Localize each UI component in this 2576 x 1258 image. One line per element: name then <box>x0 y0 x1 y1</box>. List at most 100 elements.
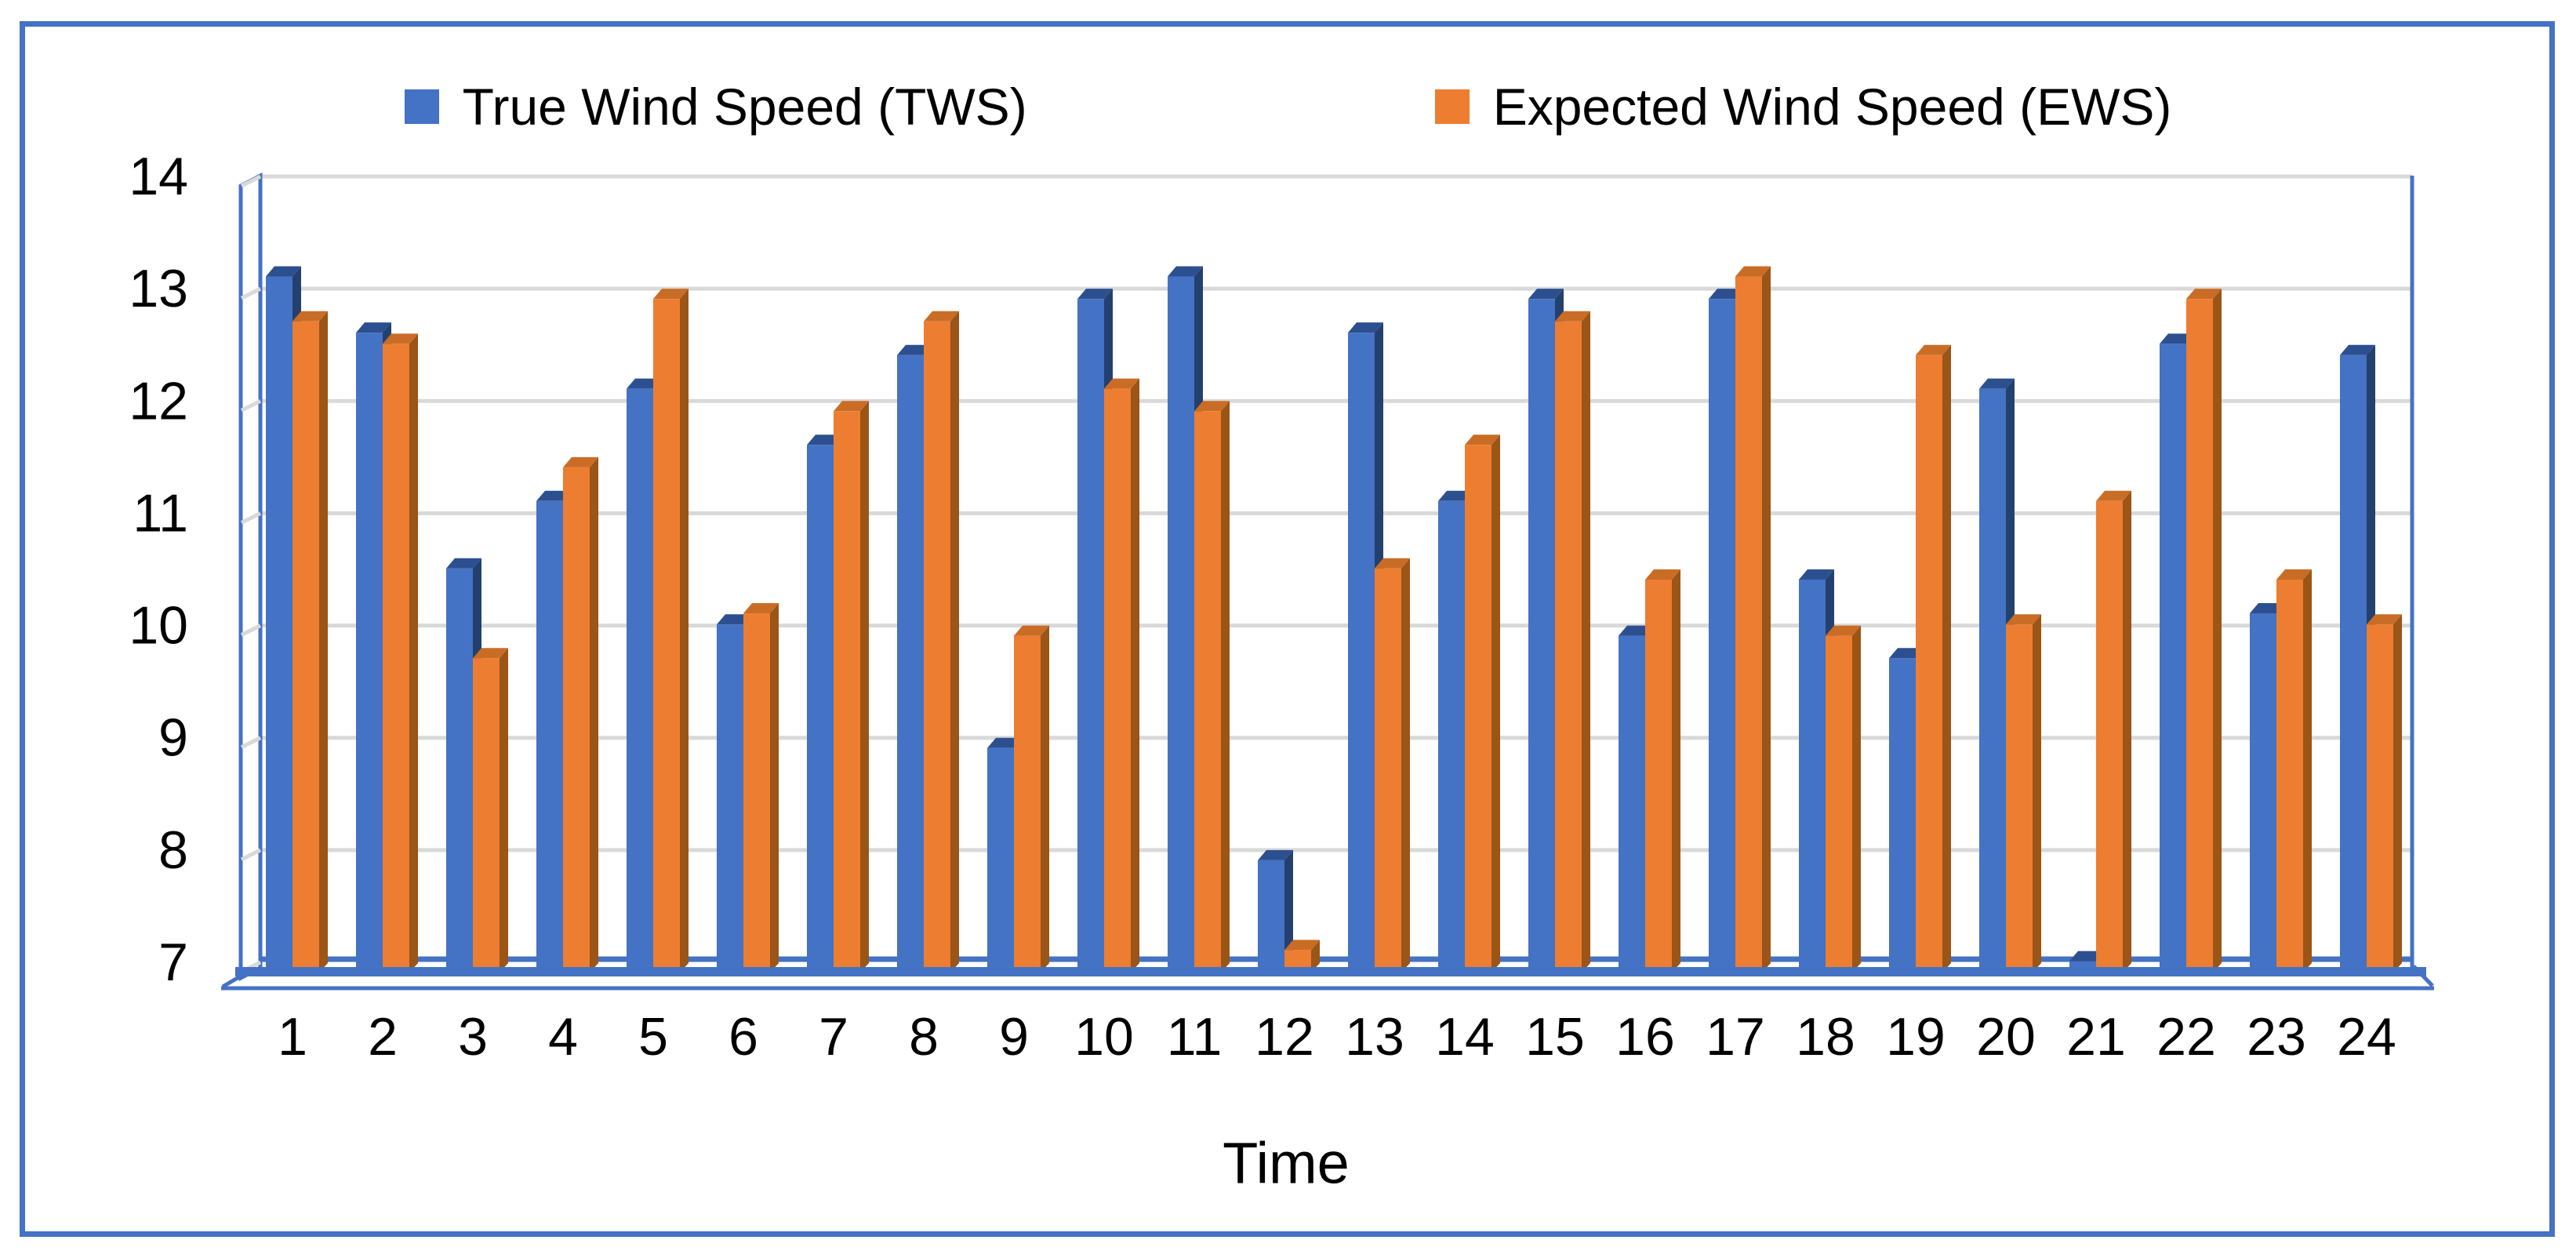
bar-tws-7 <box>807 445 834 973</box>
bar-top-tws-22 <box>2160 333 2195 344</box>
bar-top-tws-19 <box>1889 648 1924 659</box>
x-tick-label-24: 24 <box>2337 1007 2396 1067</box>
bar-top-ews-24 <box>2367 614 2402 625</box>
bar-top-ews-20 <box>2006 614 2041 625</box>
bar-top-tws-7 <box>807 434 842 445</box>
bar-tws-24 <box>2340 354 2367 973</box>
bar-ews-2 <box>383 344 409 973</box>
bar-side-ews-6 <box>770 602 779 973</box>
bar-top-ews-12 <box>1284 940 1320 951</box>
bar-side-ews-12 <box>1311 940 1320 973</box>
x-tick-label-2: 2 <box>368 1007 398 1067</box>
bar-ews-4 <box>563 467 590 973</box>
x-tick-label-8: 8 <box>909 1007 939 1067</box>
x-tick-label-5: 5 <box>638 1007 668 1067</box>
bar-top-tws-20 <box>1979 378 2015 389</box>
bar-ews-16 <box>1645 580 1672 973</box>
bar-top-ews-16 <box>1645 569 1680 580</box>
bar-tws-14 <box>1438 500 1465 973</box>
legend-label-ews: Expected Wind Speed (EWS) <box>1492 78 2172 136</box>
x-tick-label-4: 4 <box>548 1007 578 1067</box>
floor-right-corner <box>2412 965 2434 987</box>
bar-ews-6 <box>743 613 770 973</box>
bar-ews-8 <box>924 321 950 973</box>
y-axis-tick-8 <box>240 848 262 862</box>
bar-tws-4 <box>536 500 563 973</box>
y-tick-label-13: 13 <box>129 259 188 318</box>
x-tick-label-6: 6 <box>728 1007 758 1067</box>
bar-tws-8 <box>897 354 924 973</box>
bar-ews-14 <box>1465 445 1491 973</box>
bar-side-ews-14 <box>1491 434 1500 973</box>
bar-top-ews-8 <box>924 311 959 322</box>
x-tick-label-1: 1 <box>278 1007 307 1067</box>
bar-top-ews-1 <box>292 311 328 322</box>
bar-top-ews-11 <box>1194 401 1230 412</box>
floor-left-corner <box>221 973 243 989</box>
bar-top-ews-9 <box>1014 625 1049 636</box>
bar-top-ews-6 <box>743 602 779 613</box>
bar-tws-15 <box>1528 299 1555 973</box>
bar-ews-22 <box>2186 299 2213 973</box>
bar-ews-3 <box>473 658 500 973</box>
x-tick-label-11: 11 <box>1167 1007 1223 1067</box>
bar-side-ews-23 <box>2303 569 2312 973</box>
bar-ews-24 <box>2367 624 2393 973</box>
x-tick-label-23: 23 <box>2247 1007 2306 1067</box>
bar-ews-23 <box>2276 580 2303 973</box>
y-tick-label-8: 8 <box>158 820 188 880</box>
x-tick-label-10: 10 <box>1074 1007 1134 1067</box>
x-tick-label-12: 12 <box>1255 1007 1314 1067</box>
bar-top-tws-15 <box>1528 289 1564 300</box>
bar-top-tws-4 <box>536 490 572 501</box>
x-tick-label-3: 3 <box>458 1007 488 1067</box>
bar-side-ews-17 <box>1762 266 1771 973</box>
bar-side-ews-3 <box>500 648 508 973</box>
y-tick-label-14: 14 <box>129 147 188 206</box>
bar-tws-17 <box>1709 299 1735 973</box>
bar-tws-20 <box>1979 388 2006 973</box>
x-tick-label-20: 20 <box>1976 1007 2036 1067</box>
bar-ews-17 <box>1735 276 1762 973</box>
bar-side-ews-5 <box>680 289 689 973</box>
bar-top-ews-19 <box>1916 344 1951 355</box>
legend-swatch-ews <box>1434 89 1470 124</box>
y-tick-label-7: 7 <box>158 933 188 992</box>
bar-top-tws-18 <box>1799 569 1834 580</box>
bar-top-ews-23 <box>2276 569 2312 580</box>
bar-ews-5 <box>653 299 680 973</box>
bar-tws-5 <box>627 388 653 973</box>
bar-side-ews-24 <box>2393 614 2402 973</box>
y-tick-label-12: 12 <box>129 371 188 431</box>
bar-top-ews-14 <box>1465 434 1500 445</box>
bar-ews-15 <box>1555 321 1582 973</box>
bar-side-ews-20 <box>2033 614 2041 973</box>
bar-side-ews-16 <box>1672 569 1680 973</box>
bar-top-tws-16 <box>1619 625 1654 636</box>
bar-top-ews-15 <box>1555 311 1590 322</box>
bar-ews-9 <box>1014 635 1041 973</box>
bar-ews-10 <box>1104 388 1131 973</box>
bar-ews-19 <box>1916 354 1942 973</box>
y-tick-label-9: 9 <box>158 708 188 768</box>
bar-top-tws-14 <box>1438 490 1473 501</box>
bar-top-tws-2 <box>356 322 391 333</box>
x-tick-label-22: 22 <box>2156 1007 2216 1067</box>
y-axis-tick-11 <box>240 511 262 525</box>
bar-tws-6 <box>717 624 743 973</box>
bar-ews-11 <box>1194 411 1221 973</box>
x-tick-label-15: 15 <box>1525 1007 1585 1067</box>
bar-top-ews-13 <box>1375 558 1410 569</box>
bar-tws-10 <box>1077 299 1104 973</box>
bar-side-ews-7 <box>860 401 869 973</box>
bar-top-ews-17 <box>1735 266 1771 277</box>
bar-ews-21 <box>2096 500 2123 973</box>
bar-top-tws-10 <box>1077 289 1113 300</box>
bar-side-ews-11 <box>1221 401 1230 973</box>
bar-tws-16 <box>1619 635 1645 973</box>
bar-tws-23 <box>2250 613 2276 973</box>
legend-item-tws: True Wind Speed (TWS) <box>404 77 1027 136</box>
bar-side-ews-13 <box>1401 558 1410 973</box>
bar-side-ews-15 <box>1582 311 1590 973</box>
bar-top-tws-24 <box>2340 344 2375 355</box>
